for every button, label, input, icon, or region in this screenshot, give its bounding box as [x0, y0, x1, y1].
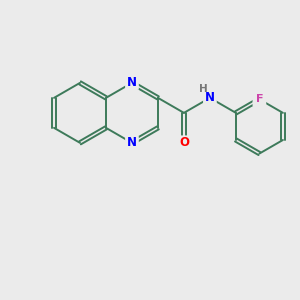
Text: F: F [256, 94, 263, 104]
Text: H: H [199, 84, 208, 94]
FancyBboxPatch shape [198, 84, 209, 95]
Text: N: N [205, 92, 215, 104]
FancyBboxPatch shape [203, 91, 217, 105]
FancyBboxPatch shape [176, 135, 191, 150]
Text: O: O [179, 136, 189, 149]
FancyBboxPatch shape [125, 136, 139, 150]
FancyBboxPatch shape [125, 76, 139, 90]
Text: N: N [127, 76, 137, 89]
FancyBboxPatch shape [253, 92, 266, 106]
Text: N: N [127, 136, 137, 149]
